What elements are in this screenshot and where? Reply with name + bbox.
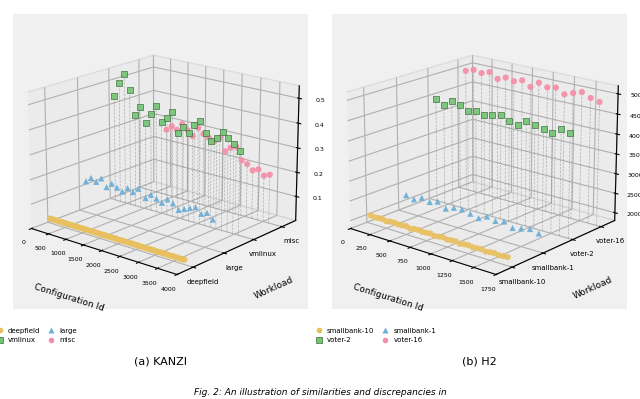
Legend: deepfield, vmlinux, large, misc: deepfield, vmlinux, large, misc — [0, 328, 77, 343]
X-axis label: Configuration Id: Configuration Id — [33, 283, 106, 313]
Text: (b) H2: (b) H2 — [462, 357, 497, 367]
Y-axis label: Workload: Workload — [572, 275, 614, 300]
Y-axis label: Workload: Workload — [253, 275, 295, 300]
Text: (a) KANZI: (a) KANZI — [134, 357, 187, 367]
Legend: smallbank-10, voter-2, smallbank-1, voter-16: smallbank-10, voter-2, smallbank-1, vote… — [312, 328, 436, 343]
X-axis label: Configuration Id: Configuration Id — [353, 283, 424, 313]
Text: Fig. 2: An illustration of similarities and discrepancies in: Fig. 2: An illustration of similarities … — [194, 388, 446, 397]
